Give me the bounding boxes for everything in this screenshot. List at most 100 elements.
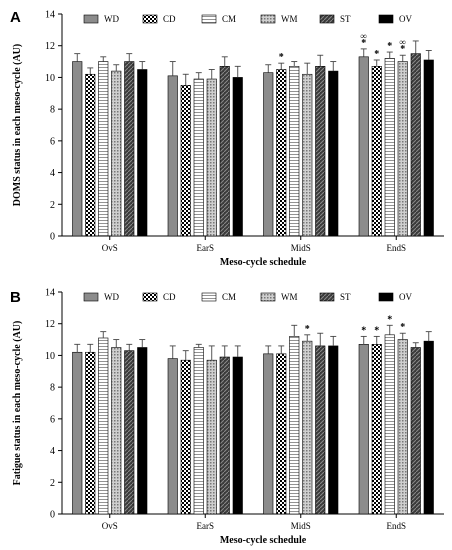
legend-label-wm: WM xyxy=(281,14,298,24)
significance-infinity: ∞ xyxy=(361,31,367,41)
bar-ov-ends xyxy=(423,340,434,515)
bar-wm-ovs xyxy=(111,347,122,515)
x-tick-label: EndS xyxy=(386,243,406,253)
bar-wm-ovs xyxy=(111,70,122,237)
panel-letter: B xyxy=(10,289,21,306)
bar-cm-ears xyxy=(193,347,204,515)
bar-ov-ends xyxy=(423,59,434,237)
legend-swatch-wd xyxy=(83,14,99,24)
significance-infinity: ∞ xyxy=(400,37,406,47)
x-tick-label: EndS xyxy=(386,521,406,531)
bar-wd-mids xyxy=(263,72,274,237)
y-tick-label: 4 xyxy=(50,446,55,457)
legend-swatch-cd xyxy=(142,292,158,302)
significance-star: * xyxy=(361,325,366,336)
legend-swatch-ov xyxy=(378,292,394,302)
bar-cd-mids xyxy=(276,69,287,237)
y-tick-label: 6 xyxy=(50,414,55,425)
bar-st-ears xyxy=(219,356,230,515)
legend-swatch-wm xyxy=(260,292,276,302)
bar-ov-mids xyxy=(328,70,339,237)
bar-cd-ovs xyxy=(85,73,96,237)
bar-st-mids xyxy=(315,66,326,237)
bar-cd-ovs xyxy=(85,351,96,515)
legend-swatch-cd xyxy=(142,14,158,24)
y-tick-label: 12 xyxy=(45,41,55,52)
bar-cd-ears xyxy=(180,359,191,515)
y-tick-label: 14 xyxy=(45,288,55,299)
bar-cd-ends xyxy=(371,66,382,237)
y-tick-label: 6 xyxy=(50,136,55,147)
x-tick-label: MidS xyxy=(291,243,311,253)
bar-wm-ends xyxy=(397,339,408,515)
bar-wd-ears xyxy=(167,358,178,515)
bar-cm-ovs xyxy=(98,337,109,515)
bar-st-ovs xyxy=(124,350,135,515)
y-tick-label: 10 xyxy=(45,73,55,84)
legend-swatch-cm xyxy=(201,14,217,24)
legend-swatch-ov xyxy=(378,14,394,24)
panel-letter: A xyxy=(10,9,21,26)
bar-wm-ends xyxy=(397,61,408,237)
significance-star: * xyxy=(400,44,405,55)
bar-wd-ends xyxy=(358,56,369,237)
legend-swatch-st xyxy=(319,14,335,24)
y-tick-label: 4 xyxy=(50,168,55,179)
y-tick-label: 0 xyxy=(50,510,55,521)
y-tick-label: 8 xyxy=(50,383,55,394)
significance-star: * xyxy=(361,38,366,49)
legend-swatch-wd xyxy=(83,292,99,302)
x-tick-label: EarS xyxy=(197,243,215,253)
bar-wd-ovs xyxy=(72,351,83,515)
legend-swatch-cm xyxy=(201,292,217,302)
legend-label-wd: WD xyxy=(104,14,119,24)
bar-wd-mids xyxy=(263,353,274,515)
bar-cd-ears xyxy=(180,85,191,237)
legend-label-st: ST xyxy=(340,14,351,24)
legend-label-wm: WM xyxy=(281,292,298,302)
chart-panel-a: A 0 2 4 6 8 10 12 14 DOMS status in each meso-cyc… xyxy=(10,9,444,268)
y-axis-label: Fatigue status in each meso-cycle (AU) xyxy=(12,321,23,486)
significance-star: * xyxy=(400,322,405,333)
bar-ov-ears xyxy=(232,356,243,515)
y-tick-label: 0 xyxy=(50,232,55,243)
x-tick-label: OvS xyxy=(102,243,118,253)
bar-st-ends xyxy=(410,347,421,515)
legend-label-cd: CD xyxy=(163,14,176,24)
bar-wm-ears xyxy=(206,78,217,237)
bar-wm-ears xyxy=(206,359,217,515)
bar-cm-mids xyxy=(289,66,300,237)
legend-label-cd: CD xyxy=(163,292,176,302)
legend-label-cm: CM xyxy=(222,14,236,24)
bar-wd-ovs xyxy=(72,61,83,237)
legend-label-st: ST xyxy=(340,292,351,302)
chart-panel-b: B 0 2 4 6 8 10 12 14 Fatigue status in each meso-… xyxy=(10,288,444,546)
y-tick-label: 10 xyxy=(45,351,55,362)
legend-label-ov: OV xyxy=(399,292,412,302)
legend-swatch-st xyxy=(319,292,335,302)
bar-cm-ears xyxy=(193,78,204,237)
bar-cd-ends xyxy=(371,344,382,515)
bar-wd-ears xyxy=(167,75,178,237)
significance-star: * xyxy=(387,314,392,325)
legend-label-cm: CM xyxy=(222,292,236,302)
y-tick-label: 12 xyxy=(45,319,55,330)
bar-cm-ends xyxy=(384,58,395,237)
significance-star: * xyxy=(387,41,392,52)
bar-cm-ovs xyxy=(98,61,109,237)
y-tick-label: 14 xyxy=(45,10,55,21)
x-tick-label: OvS xyxy=(102,521,118,531)
bar-st-mids xyxy=(315,345,326,515)
y-tick-label: 2 xyxy=(50,478,55,489)
bar-st-ovs xyxy=(124,61,135,237)
bar-cm-mids xyxy=(289,336,300,515)
bar-wm-mids xyxy=(302,340,313,515)
significance-star: * xyxy=(305,324,310,335)
bar-wd-ends xyxy=(358,344,369,515)
x-axis-label: Meso-cycle schedule xyxy=(220,535,307,546)
legend-swatch-wm xyxy=(260,14,276,24)
significance-star: * xyxy=(374,49,379,60)
bar-ov-ovs xyxy=(137,347,148,515)
y-tick-label: 8 xyxy=(50,105,55,116)
